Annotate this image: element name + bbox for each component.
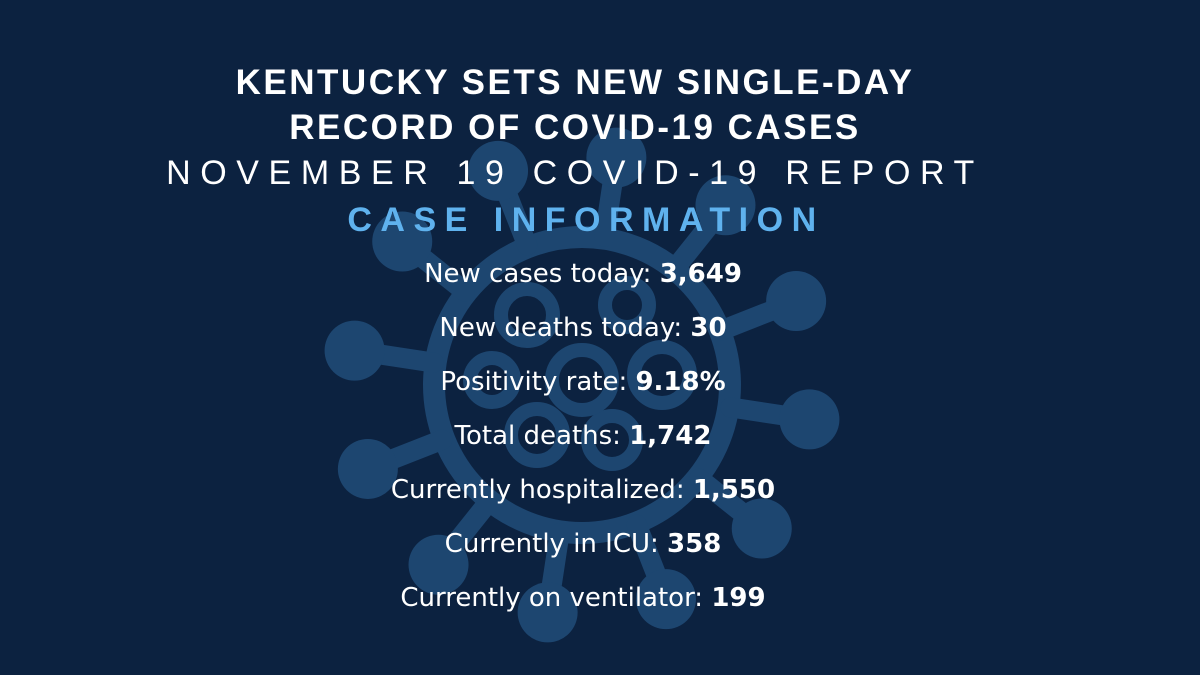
stat-label: Currently hospitalized: [390,475,685,505]
stat-value: 1,550 [692,475,776,505]
section-title: CASE INFORMATION [347,201,825,239]
stat-ventilator: Currently on ventilator: 199 [0,579,1166,617]
report-subtitle: NOVEMBER 19 COVID-19 REPORT [166,154,984,192]
headline-line-1: KENTUCKY SETS NEW SINGLE-DAY [235,63,915,102]
stat-hospitalized: Currently hospitalized: 1,550 [0,471,1166,509]
headline-line-2: RECORD OF COVID-19 CASES [289,108,861,147]
stat-new-deaths: New deaths today: 30 [0,309,1166,347]
stat-value: 3,649 [659,259,742,289]
stat-new-cases: New cases today: 3,649 [0,255,1166,293]
stat-value: 30 [690,313,727,343]
stat-value: 199 [711,583,766,613]
stat-label: Positivity rate: [440,367,628,397]
stat-label: New cases today: [424,259,652,289]
stat-total-deaths: Total deaths: 1,742 [0,417,1166,455]
stat-value: 1,742 [629,421,712,451]
stat-label: Total deaths: [454,421,621,451]
stat-label: Currently in ICU: [444,529,659,559]
stat-icu: Currently in ICU: 358 [0,525,1166,563]
stat-label: New deaths today: [439,313,683,343]
stat-value: 358 [667,529,722,559]
stat-value: 9.18% [635,367,726,397]
stat-positivity-rate: Positivity rate: 9.18% [0,363,1166,401]
stat-label: Currently on ventilator: [400,583,704,613]
